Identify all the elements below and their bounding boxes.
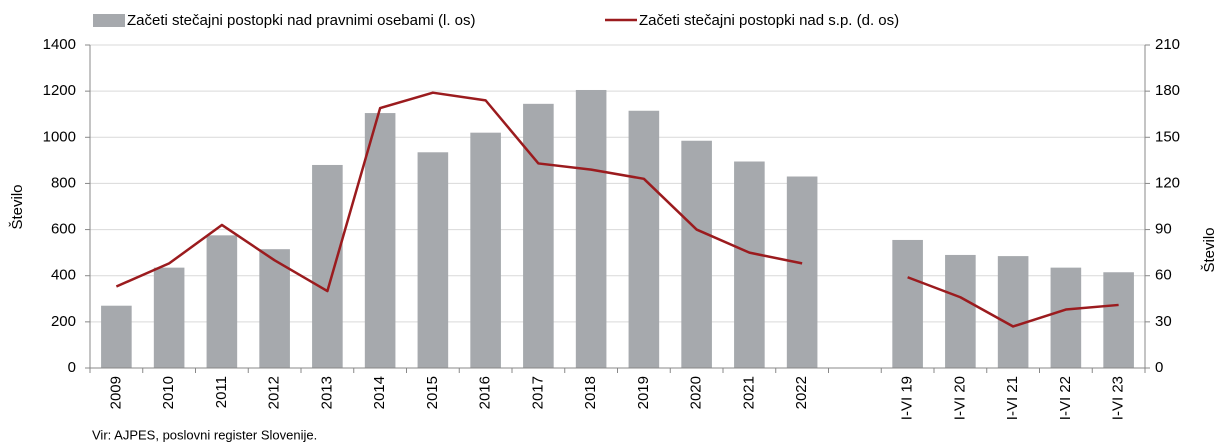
x-tick-label: 2014 [371,376,388,409]
y2-axis-title: Število [1201,227,1218,272]
y-tick-label: 400 [51,267,76,284]
y2-tick-label: 30 [1155,313,1172,330]
bar [997,256,1029,368]
legend-swatch [93,14,125,27]
y2-tick-label: 60 [1155,267,1172,284]
x-tick-label: 2021 [740,376,757,409]
y2-tick-label: 0 [1155,359,1163,376]
y2-tick-label: 210 [1155,36,1180,53]
x-tick-label: 2013 [318,376,335,409]
x-tick-label: 2017 [529,376,546,409]
y2-tick-label: 150 [1155,128,1180,145]
x-tick-label: I-VI 23 [1110,376,1127,420]
bar [153,267,185,368]
y-tick-label: 800 [51,174,76,191]
x-tick-label: 2011 [213,376,230,408]
bar [259,249,290,368]
y2-tick-label: 120 [1155,174,1180,191]
bar [206,235,238,368]
x-tick-label: I-VI 22 [1057,376,1074,420]
x-tick-label: 2018 [582,376,599,409]
y-tick-label: 0 [68,359,76,376]
x-tick-label: 2022 [793,376,810,409]
bar [628,110,660,368]
bar [101,305,132,368]
x-tick-label: 2019 [635,376,652,409]
line-series [115,91,1119,328]
x-tick-label: 2009 [107,376,124,409]
bar [417,152,449,368]
y2-tick-label: 90 [1155,221,1172,238]
source-note: Vir: AJPES, poslovni register Slovenije. [92,427,317,442]
bar [1050,267,1082,368]
bar [575,89,607,368]
bar [1103,272,1134,368]
bar [523,103,554,368]
bar [734,161,765,368]
x-tick-label: I-VI 20 [951,376,968,420]
legend-label: Začeti stečajni postopki nad pravnimi os… [127,12,476,29]
x-tick-label: 2016 [477,376,494,409]
y-axis-title: Število [9,184,26,229]
y-tick-label: 1200 [43,82,76,99]
bar [681,140,712,368]
y2-tick-label: 180 [1155,82,1180,99]
legend-label: Začeti stečajni postopki nad s.p. (d. os… [639,12,899,29]
bar [786,176,818,368]
y-tick-label: 1000 [43,128,76,145]
x-tick-label: I-VI 21 [1004,376,1021,420]
x-tick-label: 2012 [266,376,283,409]
bar [470,132,501,368]
bar [364,113,396,368]
bar [312,164,343,368]
x-tick-label: 2020 [688,376,705,409]
y-tick-label: 600 [51,221,76,238]
x-tick-label: I-VI 19 [899,376,916,420]
bar [945,254,976,368]
y-tick-label: 1400 [43,36,76,53]
bar [892,239,923,368]
x-tick-label: 2015 [424,376,441,409]
y-tick-label: 200 [51,313,76,330]
x-tick-label: 2010 [160,376,177,409]
